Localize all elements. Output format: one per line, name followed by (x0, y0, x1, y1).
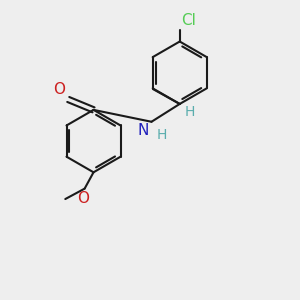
Text: H: H (185, 105, 195, 119)
Text: O: O (53, 82, 65, 97)
Text: O: O (77, 191, 89, 206)
Text: Cl: Cl (181, 13, 196, 28)
Text: H: H (157, 128, 167, 142)
Text: N: N (138, 123, 149, 138)
